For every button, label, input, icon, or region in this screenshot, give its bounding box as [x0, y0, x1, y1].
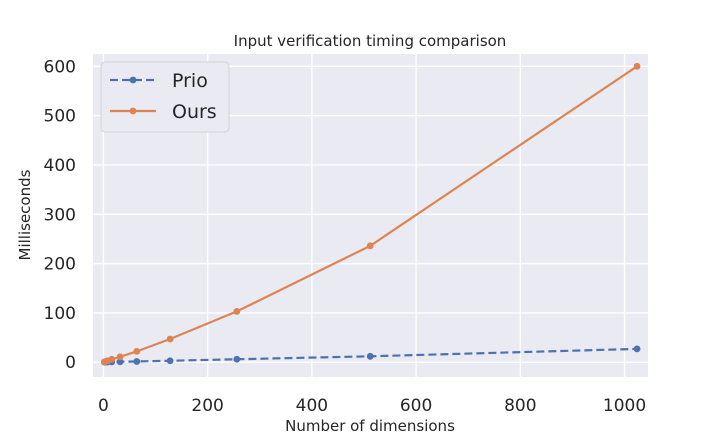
- y-tick-label: 100: [44, 304, 76, 324]
- y-tick-label: 500: [44, 107, 76, 127]
- chart-title: Input verification timing comparison: [234, 32, 507, 50]
- data-point-ours: [108, 355, 116, 363]
- data-point-ours: [366, 242, 374, 250]
- y-axis-label: Milliseconds: [16, 169, 34, 260]
- y-tick-label: 400: [44, 156, 76, 176]
- data-point-prio: [116, 358, 124, 366]
- x-tick-label: 0: [98, 396, 109, 416]
- data-point-prio: [366, 352, 374, 360]
- x-axis-label: Number of dimensions: [285, 417, 455, 432]
- data-point-ours: [116, 353, 124, 361]
- x-tick-label: 400: [296, 396, 328, 416]
- tick-labels: 0 200 400 600 800 1000 0 100 200 300 400 500 600: [44, 57, 647, 416]
- data-point-prio: [133, 358, 141, 365]
- data-point-ours: [233, 308, 241, 315]
- x-tick-label: 600: [400, 396, 432, 416]
- x-tick-label: 1000: [603, 396, 646, 416]
- legend-prio-label: Prio: [172, 70, 208, 92]
- series-layer: [101, 62, 641, 366]
- legend-ours-label: Ours: [172, 101, 217, 123]
- data-point-ours: [633, 62, 641, 70]
- data-point-prio: [233, 355, 241, 363]
- legend: Prio Ours: [100, 61, 230, 133]
- legend-prio-marker: [129, 76, 137, 84]
- y-tick-label: 600: [44, 57, 76, 77]
- grid-lines: [93, 54, 648, 377]
- data-point-prio: [166, 357, 174, 365]
- y-tick-label: 300: [44, 205, 76, 225]
- y-tick-label: 200: [44, 255, 76, 275]
- y-tick-label: 0: [65, 353, 76, 373]
- x-tick-label: 800: [504, 396, 536, 416]
- data-point-ours: [133, 347, 141, 355]
- data-point-prio: [633, 345, 641, 353]
- x-tick-label: 200: [191, 396, 223, 416]
- legend-ours-marker: [129, 107, 137, 115]
- data-point-ours: [166, 335, 174, 343]
